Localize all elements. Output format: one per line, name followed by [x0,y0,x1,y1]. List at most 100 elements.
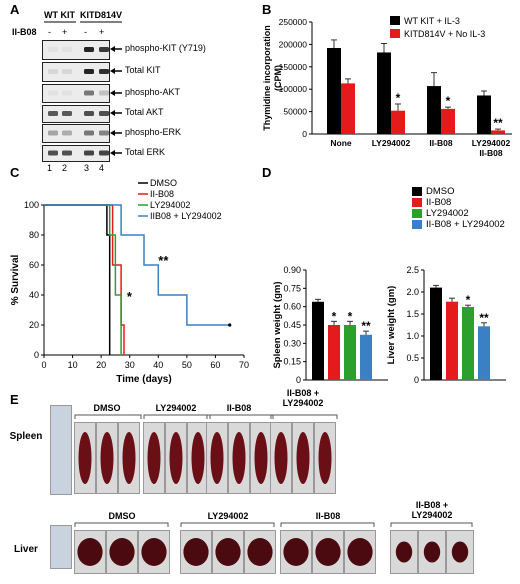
y-tick-label: 250000 [279,17,308,27]
blot-strip [42,105,110,123]
liver-organ [423,541,441,563]
spleen-organ [318,432,332,484]
spleen-organ [169,432,183,484]
blot-band [84,69,94,74]
band-arrow-icon [110,110,122,116]
blot-band [84,130,94,136]
blot-band [84,90,94,96]
band-arrow-icon [110,129,122,136]
y-tick-label: 0 [296,375,301,385]
blot-band [84,47,94,52]
significance-mark: ** [361,319,371,333]
blot-band [48,130,58,136]
legend-label: II-B08 [426,197,452,208]
spleen-group-label: II-B08 [226,403,252,413]
blot-band [99,111,109,116]
spleen-photo [292,422,314,494]
blot-band [84,150,94,156]
blot-band [99,130,109,136]
bar [491,130,505,134]
y-tick-label: 100000 [279,84,308,94]
group-label-wt-kit: WT KIT [44,10,75,20]
liver-photo [106,530,138,574]
spleen-organ [210,432,224,484]
bar [477,95,491,134]
group-bracket [206,414,274,419]
blot-band [48,150,58,156]
y-tick-label: 0 [302,129,307,139]
legend-swatch [412,209,422,218]
liver-photo [212,530,244,574]
panel-label-a: A [10,2,20,17]
spleen-organ [191,432,205,484]
legend-swatch [390,29,400,38]
row-label-spleen: Spleen [9,431,43,442]
group-underlines [44,21,122,23]
blot-band [99,69,109,74]
liver-organ [347,538,373,566]
blot-band [48,47,58,52]
blot-band [99,90,109,96]
y-axis-label: Liver weight (gm) [386,286,397,365]
legend-item: II-B08 + LY294002 [412,219,505,230]
lane-sign-2: + [62,27,68,37]
liver-organ [315,538,341,566]
liver-photo [244,530,276,574]
bar [478,326,490,380]
blot-band [48,90,58,96]
y-tick-label: 50000 [283,107,307,117]
blot-band [62,47,72,52]
spleen-photo [74,422,96,494]
category-label: None [330,138,352,148]
group-bracket [74,414,142,419]
y-tick-label: 0.30 [283,338,301,348]
y-tick-label: 60 [29,260,39,270]
bar [344,325,356,380]
blot-band [62,130,72,136]
liver-organ [283,538,309,566]
blot-strip [42,62,110,82]
blot-band [62,90,72,96]
y-tick-label: 200000 [279,39,308,49]
panel-label-e: E [10,392,19,407]
x-tick-label: 50 [182,360,192,370]
group-bracket [74,522,169,527]
spleen-photo [143,422,165,494]
band-arrow-icon [110,149,122,156]
lane-sign-4: + [99,27,105,37]
spleen-organ [296,432,310,484]
significance-mark: * [332,309,337,323]
group-bracket [280,522,375,527]
ruler-photo [50,525,72,569]
y-axis-label: % Survival [10,254,21,305]
band-arrow-icon [110,89,122,96]
blot-strip [42,124,110,143]
y-tick-label: 40 [29,290,39,300]
y-tick-label: 0.5 [406,353,419,363]
significance-mark: ** [158,253,169,268]
treatment-label: II-B08 [12,27,37,37]
legend-label: DMSO [426,186,455,197]
panel-label-c: C [10,165,20,180]
y-tick-label: 1.0 [406,331,419,341]
spleen-organ [100,432,114,484]
row-label-liver: Liver [14,544,38,555]
legend-swatch [412,198,422,207]
legend-label: IIB08 + LY294002 [150,211,222,221]
spleen-photo [96,422,118,494]
spleen-group-label: II-B08 + LY294002 [282,388,324,408]
liver-organ [247,538,273,566]
y-tick-label: 80 [29,230,39,240]
bar [328,325,340,380]
y-tick-label: 150000 [279,62,308,72]
spleen-organ [274,432,288,484]
legend-label: WT KIT + IL-3 [404,16,460,26]
y-tick-label: 0.75 [283,283,301,293]
blot-strip [42,145,110,162]
spleen-organ [232,432,246,484]
group-label-kitd814v: KITD814V [80,10,123,20]
panel-label-b: B [262,2,272,17]
x-tick-label: 10 [68,360,78,370]
bar [462,306,474,380]
bar [427,86,441,134]
